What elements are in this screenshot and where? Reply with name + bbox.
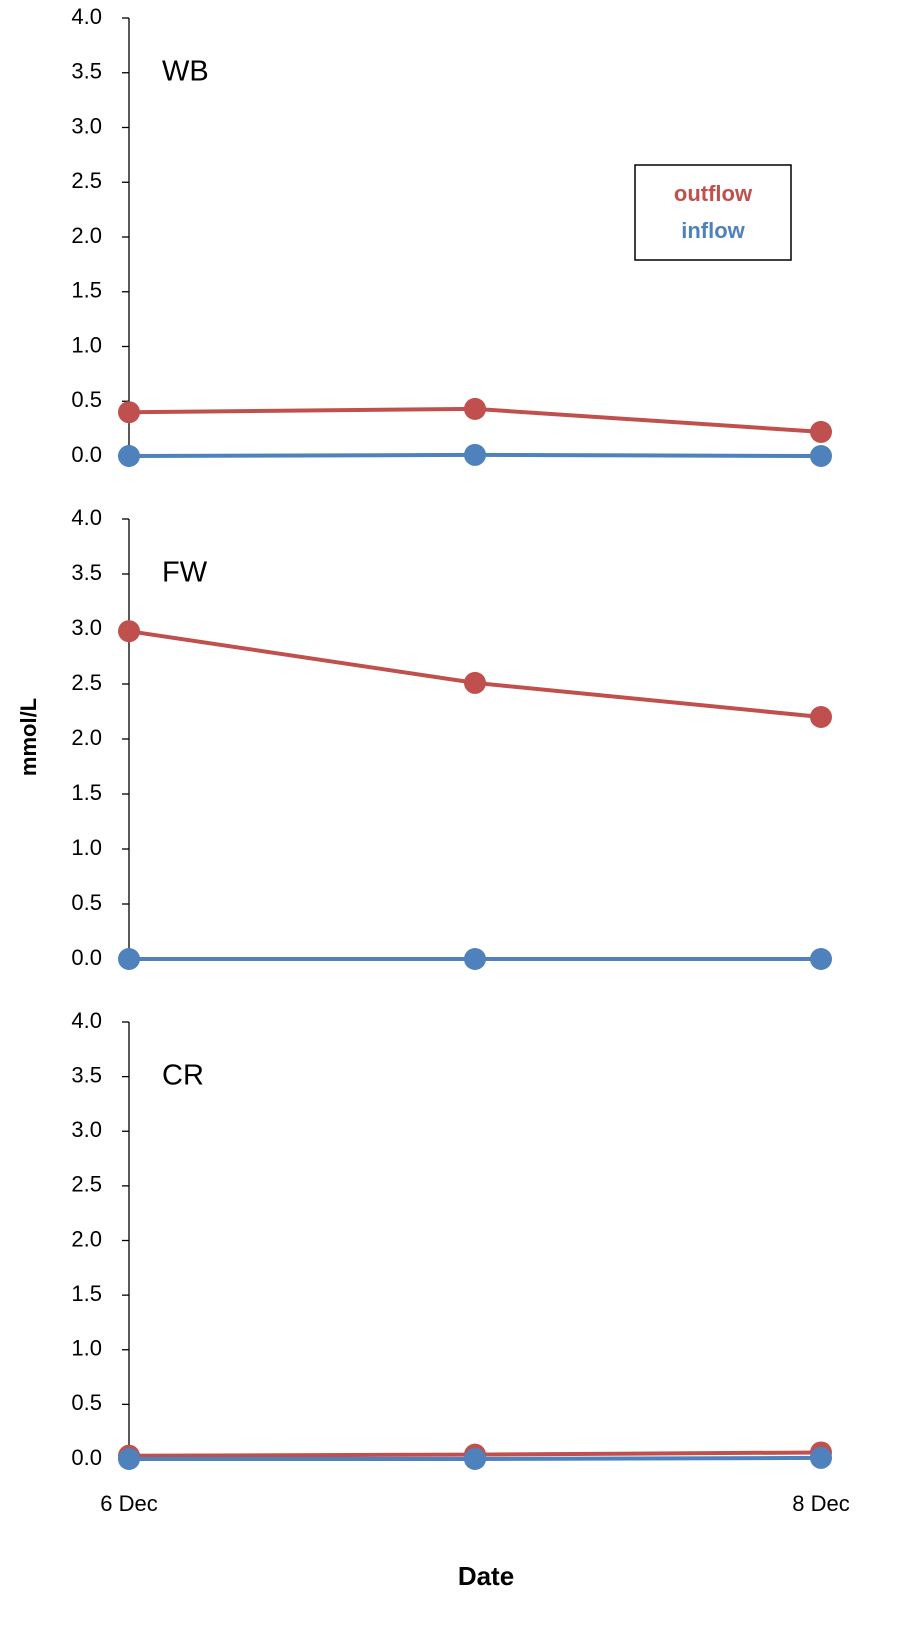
data-point bbox=[118, 445, 140, 467]
y-tick-label: 3.0 bbox=[71, 113, 102, 138]
panel-label: CR bbox=[162, 1060, 204, 1092]
y-tick-label: 0.5 bbox=[71, 890, 102, 915]
data-point bbox=[118, 1448, 140, 1470]
y-tick-label: 2.5 bbox=[71, 1172, 102, 1197]
y-tick-label: 1.0 bbox=[71, 332, 102, 357]
y-tick-label: 2.0 bbox=[71, 1226, 102, 1251]
data-point bbox=[118, 620, 140, 643]
y-tick-label: 1.0 bbox=[71, 1336, 102, 1361]
y-tick-label: 0.0 bbox=[71, 442, 102, 467]
y-tick-label: 0.0 bbox=[71, 945, 102, 970]
y-tick-label: 3.0 bbox=[71, 615, 102, 640]
y-tick-label: 3.5 bbox=[71, 59, 102, 84]
legend-entry: outflow bbox=[674, 181, 753, 206]
y-tick-label: 2.0 bbox=[71, 725, 102, 750]
data-point bbox=[810, 948, 832, 970]
data-point bbox=[464, 443, 486, 466]
y-tick-label: 0.5 bbox=[71, 1390, 102, 1415]
x-axis-label: Date bbox=[458, 1561, 514, 1591]
x-tick-label: 8 Dec bbox=[792, 1491, 849, 1516]
y-tick-label: 1.0 bbox=[71, 835, 102, 860]
y-tick-label: 1.5 bbox=[71, 278, 102, 303]
y-tick-label: 1.5 bbox=[71, 1281, 102, 1306]
y-tick-label: 3.5 bbox=[71, 560, 102, 585]
legend-box bbox=[634, 164, 792, 261]
y-tick-label: 4.0 bbox=[71, 4, 102, 29]
y-tick-label: 3.0 bbox=[71, 1117, 102, 1142]
y-tick-label: 2.0 bbox=[71, 223, 102, 248]
y-tick-label: 4.0 bbox=[71, 1008, 102, 1033]
y-tick-label: 0.0 bbox=[71, 1445, 102, 1470]
y-tick-label: 4.0 bbox=[71, 505, 102, 530]
data-point bbox=[464, 397, 486, 420]
panel-label: WB bbox=[162, 56, 209, 88]
x-tick-label: 6 Dec bbox=[100, 1491, 157, 1516]
data-point bbox=[118, 401, 140, 424]
legend-entry: inflow bbox=[681, 218, 745, 243]
y-tick-label: 2.5 bbox=[71, 670, 102, 695]
y-tick-label: 2.5 bbox=[71, 168, 102, 193]
data-point bbox=[464, 671, 486, 694]
y-tick-label: 1.5 bbox=[71, 780, 102, 805]
data-point bbox=[118, 948, 140, 970]
data-point bbox=[464, 1448, 486, 1470]
y-axis-label: mmol/L bbox=[16, 698, 41, 776]
data-point bbox=[810, 1446, 832, 1469]
data-point bbox=[810, 445, 832, 467]
data-point bbox=[810, 420, 832, 443]
data-point bbox=[810, 706, 832, 728]
y-tick-label: 3.5 bbox=[71, 1062, 102, 1087]
y-tick-label: 0.5 bbox=[71, 387, 102, 412]
data-point bbox=[464, 948, 486, 970]
panel-label: FW bbox=[162, 557, 208, 589]
